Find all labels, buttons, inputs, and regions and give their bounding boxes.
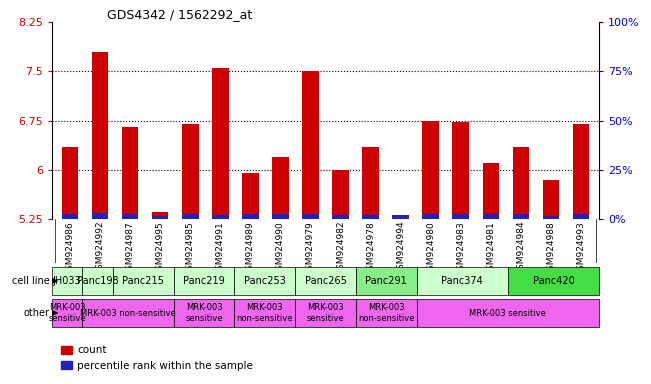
Bar <box>363 215 379 219</box>
Bar <box>52 266 83 295</box>
Bar <box>393 215 409 219</box>
Text: cell line: cell line <box>12 276 50 286</box>
Text: Panc374: Panc374 <box>441 276 483 286</box>
Bar <box>122 214 139 219</box>
Text: GSM924990: GSM924990 <box>276 221 285 275</box>
Bar <box>482 163 499 219</box>
Bar <box>234 299 295 328</box>
Text: GSM924985: GSM924985 <box>186 221 195 275</box>
Text: GSM924986: GSM924986 <box>66 221 74 275</box>
Bar <box>302 214 319 219</box>
Bar <box>543 180 559 219</box>
Text: MRK-003
sensitive: MRK-003 sensitive <box>185 303 223 323</box>
Text: GSM924983: GSM924983 <box>456 221 465 275</box>
Text: GSM924982: GSM924982 <box>336 221 345 275</box>
Bar <box>113 266 174 295</box>
Text: GSM924988: GSM924988 <box>546 221 555 275</box>
Bar <box>272 157 288 219</box>
Bar <box>417 266 508 295</box>
Bar <box>152 212 169 219</box>
Bar <box>83 266 113 295</box>
Bar <box>573 214 589 219</box>
Bar <box>452 122 469 219</box>
Bar <box>393 218 409 219</box>
Text: Panc198: Panc198 <box>77 276 118 286</box>
Bar <box>174 266 234 295</box>
Text: GDS4342 / 1562292_at: GDS4342 / 1562292_at <box>107 8 252 21</box>
Bar <box>482 214 499 219</box>
Bar <box>452 214 469 219</box>
Bar <box>417 299 599 328</box>
Bar <box>242 173 258 219</box>
Text: GSM924993: GSM924993 <box>577 221 585 275</box>
Bar <box>212 68 229 219</box>
Bar <box>356 299 417 328</box>
Bar <box>234 266 295 295</box>
Bar <box>512 147 529 219</box>
Text: Panc265: Panc265 <box>305 276 346 286</box>
Text: MRK-003
sensitive: MRK-003 sensitive <box>307 303 344 323</box>
Bar <box>295 299 356 328</box>
Text: MRK-003
non-sensitive: MRK-003 non-sensitive <box>236 303 293 323</box>
Bar <box>363 147 379 219</box>
Legend: count, percentile rank within the sample: count, percentile rank within the sample <box>57 341 257 375</box>
Text: MRK-003
sensitive: MRK-003 sensitive <box>48 303 86 323</box>
Bar <box>122 127 139 219</box>
Bar <box>83 299 174 328</box>
Bar <box>573 124 589 219</box>
Bar <box>543 216 559 219</box>
Text: other: other <box>24 308 50 318</box>
Text: MRK-003
non-sensitive: MRK-003 non-sensitive <box>358 303 415 323</box>
Bar <box>272 214 288 219</box>
Bar <box>332 170 349 219</box>
Text: ▶: ▶ <box>51 276 58 285</box>
Bar <box>212 215 229 219</box>
Bar <box>332 215 349 219</box>
Text: Panc215: Panc215 <box>122 276 164 286</box>
Bar <box>152 216 169 219</box>
Bar <box>508 266 599 295</box>
Text: GSM924984: GSM924984 <box>516 221 525 275</box>
Bar <box>422 214 439 219</box>
Bar <box>92 51 108 219</box>
Text: GSM924994: GSM924994 <box>396 221 405 275</box>
Bar <box>62 147 78 219</box>
Text: GSM924992: GSM924992 <box>96 221 105 275</box>
Bar <box>512 214 529 219</box>
Bar <box>174 299 234 328</box>
Text: GSM924981: GSM924981 <box>486 221 495 275</box>
Bar <box>242 214 258 219</box>
Bar <box>92 213 108 219</box>
Bar <box>182 124 199 219</box>
Bar <box>182 214 199 219</box>
Text: GSM924989: GSM924989 <box>246 221 255 275</box>
Bar <box>62 214 78 219</box>
Text: Panc253: Panc253 <box>243 276 286 286</box>
Bar <box>422 121 439 219</box>
Text: Panc420: Panc420 <box>533 276 574 286</box>
Text: GSM924995: GSM924995 <box>156 221 165 275</box>
Text: GSM924980: GSM924980 <box>426 221 435 275</box>
Text: JH033: JH033 <box>53 276 81 286</box>
Text: MRK-003 non-sensitive: MRK-003 non-sensitive <box>80 308 176 318</box>
Bar <box>302 71 319 219</box>
Text: MRK-003 sensitive: MRK-003 sensitive <box>469 308 546 318</box>
Text: GSM924978: GSM924978 <box>366 221 375 275</box>
Bar <box>356 266 417 295</box>
Bar <box>52 299 83 328</box>
Text: GSM924991: GSM924991 <box>216 221 225 275</box>
Text: GSM924987: GSM924987 <box>126 221 135 275</box>
Text: ▶: ▶ <box>51 308 58 318</box>
Bar <box>295 266 356 295</box>
Text: Panc219: Panc219 <box>183 276 225 286</box>
Text: Panc291: Panc291 <box>365 276 407 286</box>
Text: GSM924979: GSM924979 <box>306 221 315 275</box>
